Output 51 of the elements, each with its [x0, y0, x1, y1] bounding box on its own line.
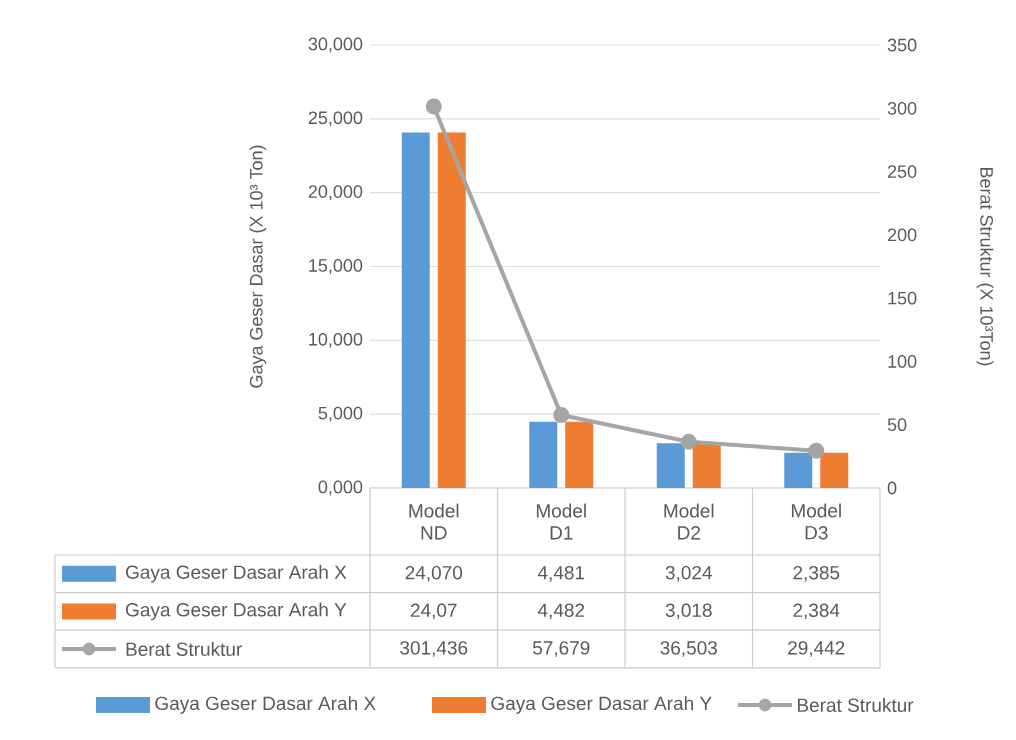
data-label: 24,07 — [410, 603, 457, 620]
y2-tick-label: 50 — [887, 418, 907, 432]
x-tick-label: Model D2 — [664, 503, 714, 540]
data-label: 4,482 — [537, 603, 585, 620]
data-label: 3,018 — [665, 603, 712, 620]
y-tick-label: 0,000 — [318, 480, 363, 496]
data-label: 24,070 — [405, 565, 463, 582]
bar — [692, 443, 721, 488]
y-axis-title: Gaya Geser Dasar (X 10³ Ton) — [249, 145, 267, 388]
y-tick-label: 20,000 — [308, 185, 363, 201]
point — [425, 98, 442, 115]
y2-tick-label: 250 — [887, 165, 917, 178]
x-tick-label: Model D3 — [791, 503, 841, 540]
point — [553, 406, 570, 423]
bar — [784, 452, 813, 488]
point — [808, 442, 825, 459]
data-label: 2,384 — [793, 603, 840, 620]
x-tick-label: Model D1 — [536, 503, 586, 540]
data-label: 4,481 — [537, 565, 585, 582]
y-tick-label: 10,000 — [309, 332, 363, 348]
data-label: 3,024 — [665, 565, 712, 582]
text: Berat Struktur — [126, 642, 242, 656]
y2-tick-label: 100 — [888, 355, 917, 368]
bar — [820, 452, 849, 488]
y-tick-label: 5,000 — [318, 406, 363, 422]
text: Gaya Geser Dasar Arah Y — [491, 696, 712, 714]
x-tick-label: Model ND — [409, 503, 459, 540]
point — [680, 433, 697, 450]
y-tick-label: 25,000 — [308, 111, 363, 127]
bar — [529, 421, 558, 488]
bar — [437, 132, 466, 488]
y2-tick-label: 300 — [887, 101, 917, 115]
legend-label: Berat Struktur — [797, 698, 914, 712]
bar — [565, 421, 594, 488]
bar — [401, 132, 430, 488]
y2-tick-label: 150 — [888, 291, 917, 305]
y2-tick-label: 350 — [887, 38, 917, 52]
data-label: 29,442 — [788, 641, 845, 657]
y2-axis-title: Berat Struktur (X 10³Ton) — [976, 167, 994, 366]
bar — [656, 443, 685, 488]
data-label: 301,436 — [400, 641, 468, 657]
y2-tick-label: 0 — [887, 481, 897, 495]
data-label: 2,385 — [793, 565, 840, 582]
data-label: 36,503 — [660, 641, 717, 657]
data-label: 57,679 — [532, 641, 590, 657]
y-tick-label: 30,000 — [308, 37, 363, 53]
legend-label: Gaya Geser Dasar Arah Y — [126, 602, 347, 621]
text: Gaya Geser Dasar Arah X — [155, 696, 376, 714]
y2-tick-label: 200 — [887, 228, 917, 242]
legend-label: Gaya Geser Dasar Arah X — [126, 564, 347, 583]
y-tick-label: 15,000 — [309, 259, 363, 274]
